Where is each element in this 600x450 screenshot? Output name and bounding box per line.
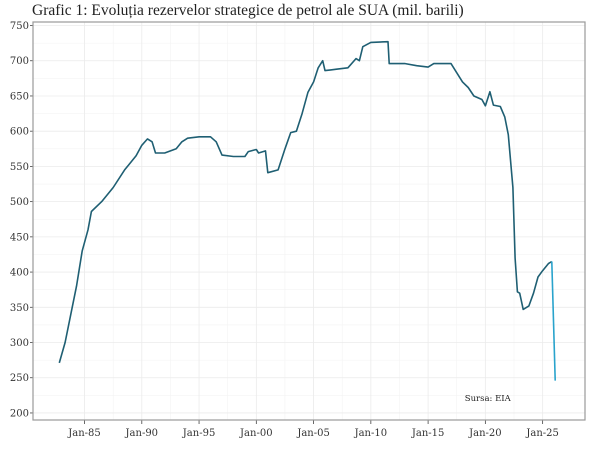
source-note: Sursa: EIA — [465, 394, 512, 404]
x-tick-label: Jan-90 — [125, 428, 159, 439]
y-tick-label: 550 — [10, 162, 29, 173]
series-line-historical — [58, 40, 553, 364]
x-tick-label: Jan-15 — [411, 428, 445, 439]
y-tick-label: 500 — [10, 197, 29, 208]
chart-title: Grafic 1: Evoluția rezervelor strategice… — [32, 2, 464, 19]
x-tick-label: Jan-25 — [525, 428, 559, 439]
y-tick-label: 450 — [10, 232, 29, 243]
x-tick-label: Jan-95 — [182, 428, 216, 439]
series-line-latest — [551, 261, 556, 381]
y-tick-label: 350 — [10, 303, 29, 314]
y-tick-label: 750 — [10, 21, 29, 32]
y-tick-label: 400 — [10, 268, 29, 279]
y-tick-label: 700 — [10, 56, 29, 67]
y-tick-label: 300 — [10, 338, 29, 349]
x-tick-label: Jan-00 — [239, 428, 273, 439]
x-tick-label: Jan-05 — [296, 428, 330, 439]
x-tick-label: Jan-85 — [67, 428, 101, 439]
y-tick-label: 600 — [10, 127, 29, 138]
x-tick-label: Jan-20 — [468, 428, 502, 439]
plot-border — [32, 21, 586, 421]
x-tick-label: Jan-10 — [354, 428, 388, 439]
y-tick-label: 200 — [10, 408, 29, 419]
y-tick-label: 250 — [10, 373, 29, 384]
y-tick-label: 650 — [10, 91, 29, 102]
